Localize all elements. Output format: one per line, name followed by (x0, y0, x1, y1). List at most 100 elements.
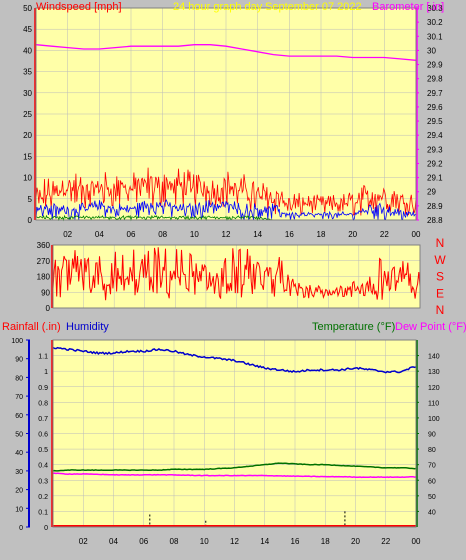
barometer-y-tick-label: 29.9 (427, 61, 443, 70)
climate-x-tick-label: 08 (170, 537, 179, 546)
temperature-y-tick-label: 80 (428, 447, 436, 454)
barometer-y-tick-label: 30.3 (427, 4, 443, 13)
rain-y-tick-label: 0 (44, 525, 48, 532)
climate-x-tick-label: 14 (260, 537, 269, 546)
barometer-y-tick-label: 28.8 (427, 216, 443, 225)
temperature-series-line (52, 462, 417, 472)
climate-x-tick-label: 18 (321, 537, 330, 546)
graph-date: September 07 2022 (265, 1, 362, 13)
wind-y-tick-label: 45 (23, 25, 32, 34)
humidity-y-tick-label: 0 (19, 525, 23, 532)
barometer-y-tick-label: 29.7 (427, 89, 443, 98)
dewpoint-title: Dew Point (°F) (395, 321, 466, 333)
direction-y-tick-label: 180 (37, 273, 51, 282)
wind-y-tick-label: 25 (23, 110, 32, 119)
rain-y-tick-label: 1.1 (38, 354, 48, 361)
compass-label: N (436, 236, 445, 250)
rain-y-tick-label: 0.5 (38, 447, 48, 454)
climate-x-tick-label: 02 (79, 537, 88, 546)
graph-period-title: 24 hour graph day (173, 1, 263, 13)
barometer-y-tick-label: 29.4 (427, 131, 443, 140)
humidity-y-tick-label: 10 (15, 506, 23, 513)
wind-y-tick-label: 5 (28, 195, 33, 204)
compass-label: S (436, 270, 444, 284)
wind-x-tick-label: 02 (63, 230, 72, 239)
wind-y-tick-label: 30 (23, 89, 32, 98)
barometer-y-tick-label: 29 (427, 188, 436, 197)
barometer-y-tick-label: 29.5 (427, 117, 443, 126)
humidity-y-tick-label: 30 (15, 469, 23, 476)
wind-y-tick-label: 35 (23, 68, 32, 77)
rain-y-tick-label: 0.2 (38, 494, 48, 501)
climate-x-tick-label: 06 (139, 537, 148, 546)
humidity-y-tick-label: 60 (15, 413, 23, 420)
compass-label: W (434, 253, 446, 267)
humidity-y-tick-label: 40 (15, 450, 23, 457)
windspeed-title: Windspeed [mph] (36, 1, 122, 13)
humidity-y-tick-label: 80 (15, 375, 23, 382)
climate-x-tick-label: 22 (381, 537, 390, 546)
barometer-title: Barometer [.in] (372, 1, 444, 13)
wind-plot-frame (35, 7, 417, 221)
climate-x-tick-label: 10 (200, 537, 209, 546)
rain-y-tick-label: 1 (44, 369, 48, 376)
temperature-y-tick-label: 120 (428, 385, 440, 392)
barometer-y-tick-label: 29.1 (427, 174, 443, 183)
wind-x-tick-label: 08 (158, 230, 167, 239)
rain-y-tick-label: 0.1 (38, 509, 48, 516)
wind-x-tick-label: 18 (317, 230, 326, 239)
humidity-y-tick-label: 100 (11, 338, 23, 345)
barometer-y-tick-label: 28.9 (427, 202, 443, 211)
direction-y-tick-label: 360 (37, 241, 51, 250)
climate-x-tick-label: 12 (230, 537, 239, 546)
rainfall-title: Rainfall (.in) (2, 321, 61, 333)
humidity-y-tick-label: 90 (15, 357, 23, 364)
wind-y-tick-label: 10 (23, 174, 32, 183)
barometer-series-line (35, 44, 417, 61)
temperature-y-tick-label: 130 (428, 369, 440, 376)
climate-x-tick-label: 04 (109, 537, 118, 546)
wind-x-tick-label: 06 (127, 230, 136, 239)
barometer-y-tick-label: 29.6 (427, 103, 443, 112)
wind-x-tick-label: 12 (222, 230, 231, 239)
barometer-y-tick-label: 30.2 (427, 18, 443, 27)
rain-y-tick-label: 0.8 (38, 400, 48, 407)
windspeed-series-line (35, 167, 417, 216)
direction-y-tick-label: 270 (37, 257, 51, 266)
rain-y-tick-label: 0.4 (38, 463, 48, 470)
climate-plot-frame (52, 339, 417, 528)
wind-x-tick-label: 22 (380, 230, 389, 239)
temperature-y-tick-label: 90 (428, 432, 436, 439)
barometer-y-tick-label: 30 (427, 46, 436, 55)
direction-y-tick-label: 0 (46, 304, 51, 313)
humidity-series-line (52, 346, 417, 374)
direction-y-tick-label: 90 (41, 288, 50, 297)
dewpoint-series-line (52, 472, 417, 479)
climate-x-tick-label: 00 (412, 537, 421, 546)
rain-y-tick-label: 0.9 (38, 385, 48, 392)
wind-direction-series-line (52, 247, 421, 301)
wind-x-tick-label: 16 (285, 230, 294, 239)
temperature-y-tick-label: 40 (428, 509, 436, 516)
wind-y-tick-label: 20 (23, 131, 32, 140)
climate-x-tick-label: 20 (351, 537, 360, 546)
compass-label: N (436, 303, 445, 317)
wind-y-tick-label: 15 (23, 152, 32, 161)
temperature-y-tick-label: 110 (428, 400, 439, 407)
wind-x-tick-label: 20 (348, 230, 357, 239)
rain-y-tick-label: 0.3 (38, 478, 48, 485)
wind-y-tick-label: 40 (23, 46, 32, 55)
wind-y-tick-label: 0 (28, 216, 33, 225)
direction-plot-frame (52, 244, 421, 309)
temperature-y-tick-label: 100 (428, 416, 440, 423)
climate-x-tick-label: 16 (291, 537, 300, 546)
temperature-y-tick-label: 50 (428, 494, 436, 501)
humidity-title: Humidity (66, 321, 109, 333)
temperature-title: Temperature (°F) (312, 321, 395, 333)
barometer-y-tick-label: 29.8 (427, 75, 443, 84)
temperature-y-tick-label: 140 (428, 354, 440, 361)
temperature-y-tick-label: 70 (428, 463, 436, 470)
wind-x-tick-label: 10 (190, 230, 199, 239)
